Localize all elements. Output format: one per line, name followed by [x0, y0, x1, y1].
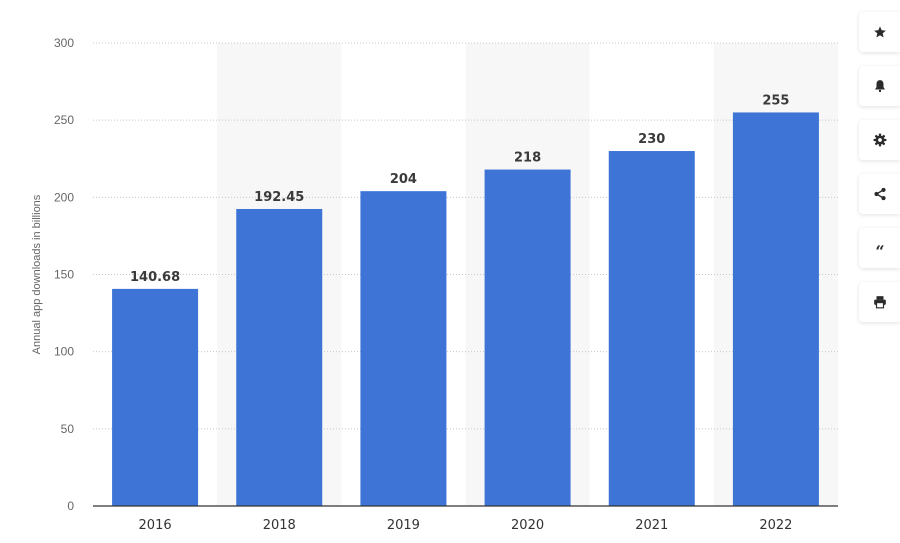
- y-axis-title: Annual app downloads in billions: [31, 194, 43, 354]
- y-tick-label: 200: [54, 190, 74, 204]
- bar: [732, 112, 819, 506]
- notification-button[interactable]: [859, 66, 900, 106]
- x-tick-label: 2019: [387, 518, 420, 533]
- star-icon: [873, 25, 887, 39]
- value-label: 204: [390, 172, 417, 187]
- y-tick-label: 150: [54, 268, 74, 282]
- bar: [236, 208, 323, 506]
- settings-button[interactable]: [859, 120, 900, 160]
- y-tick-label: 0: [67, 499, 74, 513]
- x-tick-label: 2016: [139, 518, 172, 533]
- y-tick-label: 50: [61, 422, 75, 436]
- bars-layer: [112, 112, 819, 507]
- bar: [112, 288, 199, 506]
- value-label: 255: [762, 93, 789, 108]
- x-axis-ticks: 2016 2018 2019 2020 2021 2022: [139, 518, 793, 533]
- x-tick-label: 2020: [511, 518, 544, 533]
- x-tick-label: 2021: [635, 518, 668, 533]
- value-label: 140.68: [130, 270, 180, 285]
- bar: [484, 169, 571, 506]
- value-label: 218: [514, 151, 541, 166]
- x-tick-label: 2022: [759, 518, 792, 533]
- bar: [360, 191, 447, 506]
- cite-button[interactable]: “: [859, 228, 900, 268]
- value-labels-layer: 140.68 192.45 204 218 230 255: [130, 93, 789, 284]
- bell-icon: [873, 79, 887, 93]
- y-tick-label: 300: [54, 36, 74, 50]
- share-button[interactable]: [859, 174, 900, 214]
- x-tick-label: 2018: [263, 518, 296, 533]
- favorite-button[interactable]: [859, 12, 900, 52]
- share-icon: [873, 187, 887, 201]
- value-label: 192.45: [254, 190, 304, 205]
- value-label: 230: [638, 132, 665, 147]
- bar: [608, 151, 695, 507]
- quote-icon: “: [875, 242, 884, 261]
- y-tick-label: 100: [54, 345, 74, 359]
- y-tick-label: 250: [54, 113, 74, 127]
- y-axis-ticks: 0 50 100 150 200 250 300: [54, 36, 74, 513]
- gear-icon: [873, 133, 887, 147]
- gridlines-layer: [93, 42, 838, 430]
- print-icon: [873, 295, 887, 309]
- print-button[interactable]: [859, 282, 900, 322]
